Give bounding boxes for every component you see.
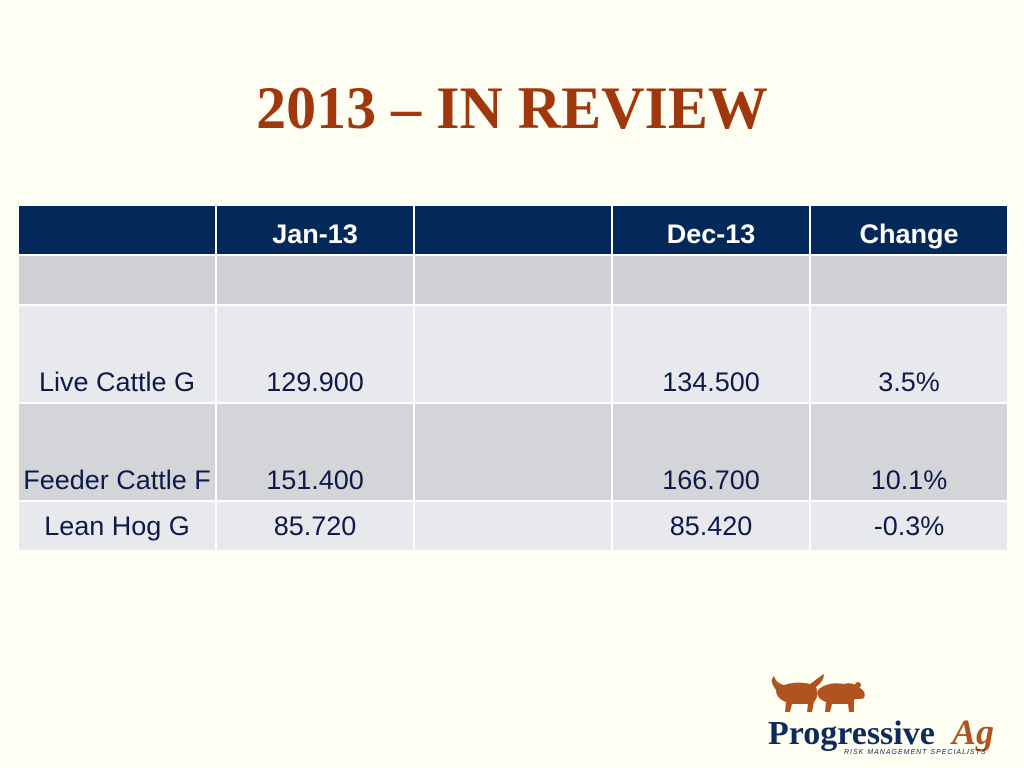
slide-title: 2013 – IN REVIEW (256, 75, 768, 141)
header-cell (17, 204, 217, 256)
table-cell (809, 254, 1009, 306)
table-cell (611, 254, 811, 306)
table-cell (413, 304, 613, 404)
table-row: Lean Hog G 85.720 85.420 -0.3% (17, 500, 1009, 552)
table-row: Feeder Cattle F 151.400 166.700 10.1% (17, 402, 1009, 502)
bull-bear-icon: Progressive Ag RISK MANAGEMENT SPECIALIS… (768, 674, 994, 756)
table-cell: 10.1% (809, 402, 1009, 502)
table-cell: 166.700 (611, 402, 811, 502)
header-cell: Change (809, 204, 1009, 256)
progressive-ag-logo: Progressive Ag RISK MANAGEMENT SPECIALIS… (762, 668, 1012, 758)
logo-name-main: Progressive (768, 715, 935, 752)
header-cell: Dec-13 (611, 204, 811, 256)
header-cell: Jan-13 (215, 204, 415, 256)
table-cell: 129.900 (215, 304, 415, 404)
logo-tagline: RISK MANAGEMENT SPECIALISTS (844, 749, 987, 756)
table-cell: Live Cattle G (17, 304, 217, 404)
table-cell: 85.420 (611, 500, 811, 552)
table-cell: -0.3% (809, 500, 1009, 552)
table-cell: Lean Hog G (17, 500, 217, 552)
table-cell (413, 254, 613, 306)
table-header-row: Jan-13 Dec-13 Change (17, 204, 1009, 256)
price-table: Jan-13 Dec-13 Change Live Cattle G 129.9… (17, 204, 1009, 552)
table-cell: Feeder Cattle F (17, 402, 217, 502)
table-row (17, 254, 1009, 306)
table-cell (17, 254, 217, 306)
table-cell: 3.5% (809, 304, 1009, 404)
table-cell (215, 254, 415, 306)
table-cell (413, 402, 613, 502)
logo-name-suffix: Ag (950, 712, 994, 752)
table-row: Live Cattle G 129.900 134.500 3.5% (17, 304, 1009, 404)
table-cell: 134.500 (611, 304, 811, 404)
table-cell: 151.400 (215, 402, 415, 502)
table-cell: 85.720 (215, 500, 415, 552)
header-cell (413, 204, 613, 256)
table-cell (413, 500, 613, 552)
